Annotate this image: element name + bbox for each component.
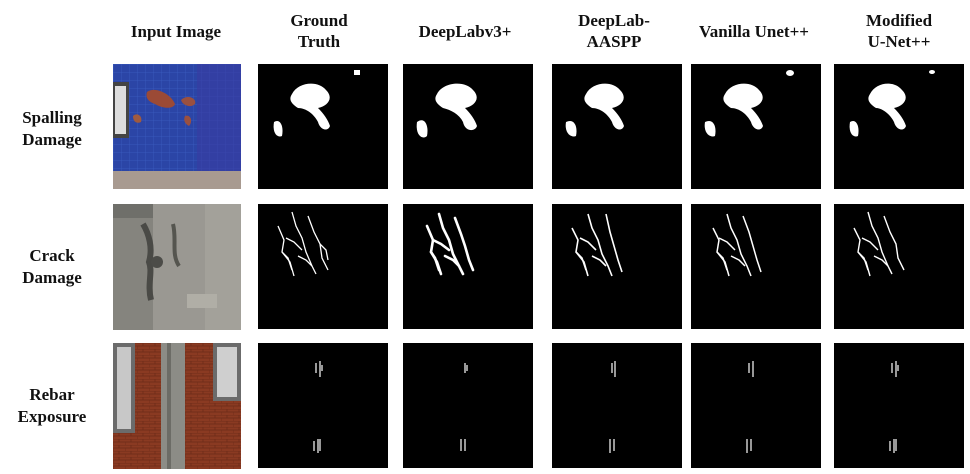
row-label-spalling: Spalling Damage <box>22 107 82 149</box>
mask-deeplabv3plus-crack <box>403 204 533 329</box>
mask-ground-truth-rebar <box>258 343 388 468</box>
mask-deeplabv3plus-rebar <box>403 343 533 468</box>
header-vanilla-unetpp: Vanilla Unet++ <box>699 21 809 41</box>
row-label-rebar: Rebar Exposure <box>17 385 87 426</box>
mask-modified-unetpp-crack <box>834 204 964 329</box>
mask-modified-unetpp-rebar <box>834 343 964 468</box>
input-image-rebar <box>113 343 241 469</box>
input-image-spalling <box>113 64 241 189</box>
mask-vanilla-unetpp-spalling <box>691 64 821 189</box>
mask-ground-truth-crack <box>258 204 388 329</box>
mask-deeplab-aaspp-crack <box>552 204 682 329</box>
mask-deeplab-aaspp-rebar <box>552 343 682 468</box>
mask-deeplab-aaspp-spalling <box>552 64 682 189</box>
mask-vanilla-unetpp-crack <box>691 204 821 329</box>
header-modified-unetpp: Modified U-Net++ <box>865 11 933 51</box>
mask-deeplabv3plus-spalling <box>403 64 533 189</box>
header-ground-truth: Ground Truth <box>290 11 348 51</box>
header-deeplab-aaspp: DeepLab- AASPP <box>578 11 650 51</box>
mask-modified-unetpp-spalling <box>834 64 964 189</box>
header-input-image: Input Image <box>130 21 222 41</box>
mask-ground-truth-spalling <box>258 64 388 189</box>
header-deeplabv3plus: DeepLabv3+ <box>418 21 512 41</box>
row-label-crack: Crack Damage <box>22 246 82 287</box>
mask-vanilla-unetpp-rebar <box>691 343 821 468</box>
input-image-crack <box>113 204 241 330</box>
